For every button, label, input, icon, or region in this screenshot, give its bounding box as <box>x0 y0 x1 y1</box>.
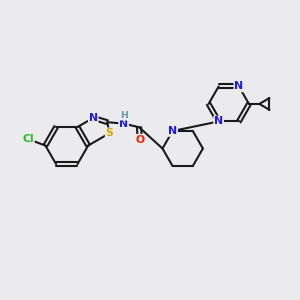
Text: O: O <box>135 135 144 145</box>
Text: N: N <box>168 126 177 136</box>
Text: N: N <box>119 118 128 129</box>
Text: Cl: Cl <box>22 134 34 144</box>
Text: S: S <box>106 128 113 138</box>
Text: N: N <box>214 116 223 126</box>
Text: H: H <box>120 111 128 120</box>
Text: N: N <box>234 81 243 92</box>
Text: N: N <box>89 113 98 123</box>
